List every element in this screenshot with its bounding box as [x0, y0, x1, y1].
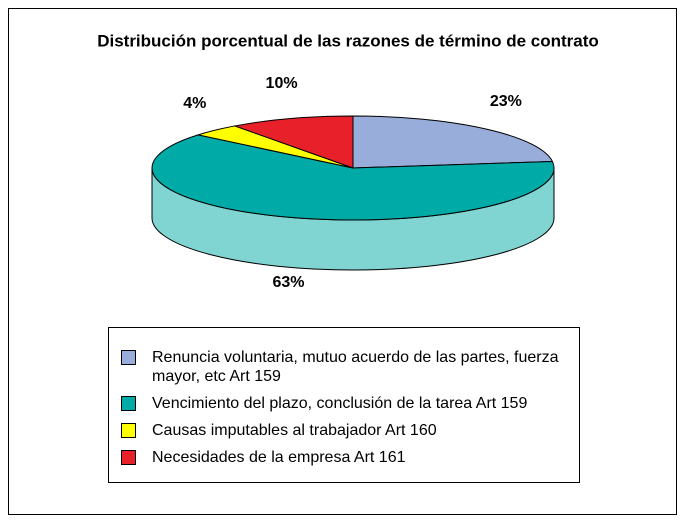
- data-label: 10%: [266, 75, 298, 92]
- legend-swatch: [121, 396, 136, 411]
- legend-label: Vencimiento del plazo, conclusión de la …: [152, 395, 528, 412]
- legend-swatch: [121, 450, 136, 465]
- pie: 23% 63% 4% 10%: [151, 75, 555, 291]
- chart-title: Distribución porcentual de las razones d…: [97, 31, 599, 50]
- legend-swatch: [121, 423, 136, 438]
- legend-swatch: [121, 350, 136, 365]
- legend-item: Renuncia voluntaria, mutuo acuerdo de la…: [121, 348, 559, 386]
- legend: Renuncia voluntaria, mutuo acuerdo de la…: [108, 327, 580, 483]
- slice: [352, 115, 554, 169]
- data-label: 4%: [183, 95, 206, 112]
- legend-item: Causas imputables al trabajador Art 160: [121, 421, 559, 440]
- legend-label: Necesidades de la empresa Art 161: [152, 449, 406, 466]
- data-label: 63%: [272, 274, 304, 291]
- data-label: 23%: [490, 93, 522, 110]
- legend-label: Renuncia voluntaria, mutuo acuerdo de la…: [152, 349, 559, 385]
- slice: [151, 134, 555, 221]
- legend-item: Necesidades de la empresa Art 161: [121, 448, 559, 467]
- slice: [232, 115, 354, 169]
- legend-item: Vencimiento del plazo, conclusión de la …: [121, 394, 559, 413]
- legend-label: Causas imputables al trabajador Art 160: [152, 422, 437, 439]
